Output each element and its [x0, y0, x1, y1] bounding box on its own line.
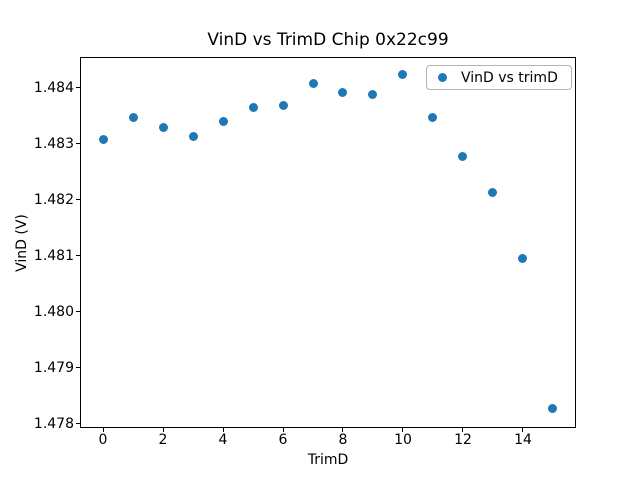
x-tick-label: 2 — [158, 432, 168, 448]
x-tick-label: 0 — [98, 432, 108, 448]
x-tick-label: 4 — [218, 432, 228, 448]
data-point — [128, 112, 138, 122]
x-tick-mark — [522, 428, 524, 432]
x-tick-label: 14 — [514, 432, 532, 448]
y-tick-label: 1.478 — [33, 415, 74, 432]
x-tick-label: 6 — [278, 432, 288, 448]
x-axis-label: TrimD — [307, 452, 349, 468]
y-tick-mark — [76, 255, 80, 257]
data-point — [518, 253, 528, 263]
y-tick-label: 1.480 — [33, 303, 74, 320]
y-tick-label: 1.479 — [33, 359, 74, 376]
x-tick-mark — [222, 428, 224, 432]
data-point — [188, 131, 198, 141]
x-tick-mark — [102, 428, 104, 432]
data-point — [488, 188, 498, 198]
legend-label: VinD vs trimD — [461, 69, 558, 86]
y-tick-label: 1.483 — [33, 135, 74, 152]
y-axis-label: VinD (V) — [14, 214, 30, 272]
x-tick-mark — [462, 428, 464, 432]
x-tick-label: 8 — [338, 432, 348, 448]
y-tick-mark — [76, 423, 80, 425]
data-point — [338, 87, 348, 97]
data-point — [308, 78, 318, 88]
data-point — [398, 69, 408, 79]
y-tick-mark — [76, 199, 80, 201]
x-tick-label: 12 — [454, 432, 472, 448]
y-tick-mark — [76, 367, 80, 369]
x-tick-mark — [402, 428, 404, 432]
data-point — [98, 134, 108, 144]
data-point — [458, 152, 468, 162]
y-tick-mark — [76, 87, 80, 89]
y-tick-label: 1.482 — [33, 191, 74, 208]
plot-area — [80, 57, 576, 428]
y-tick-label: 1.481 — [33, 247, 74, 264]
legend-marker-icon — [438, 73, 447, 82]
legend: VinD vs trimD — [426, 65, 572, 90]
x-tick-mark — [282, 428, 284, 432]
y-tick-mark — [76, 311, 80, 313]
y-tick-label: 1.484 — [33, 79, 74, 96]
x-tick-mark — [342, 428, 344, 432]
y-tick-mark — [76, 143, 80, 145]
data-point — [428, 112, 438, 122]
data-point — [548, 404, 558, 414]
data-point — [158, 123, 168, 133]
x-tick-label: 10 — [394, 432, 412, 448]
data-point — [368, 89, 378, 99]
data-point — [218, 117, 228, 127]
chart-title: VinD vs TrimD Chip 0x22c99 — [207, 30, 449, 50]
x-tick-mark — [162, 428, 164, 432]
data-point — [248, 102, 258, 112]
data-point — [278, 100, 288, 110]
